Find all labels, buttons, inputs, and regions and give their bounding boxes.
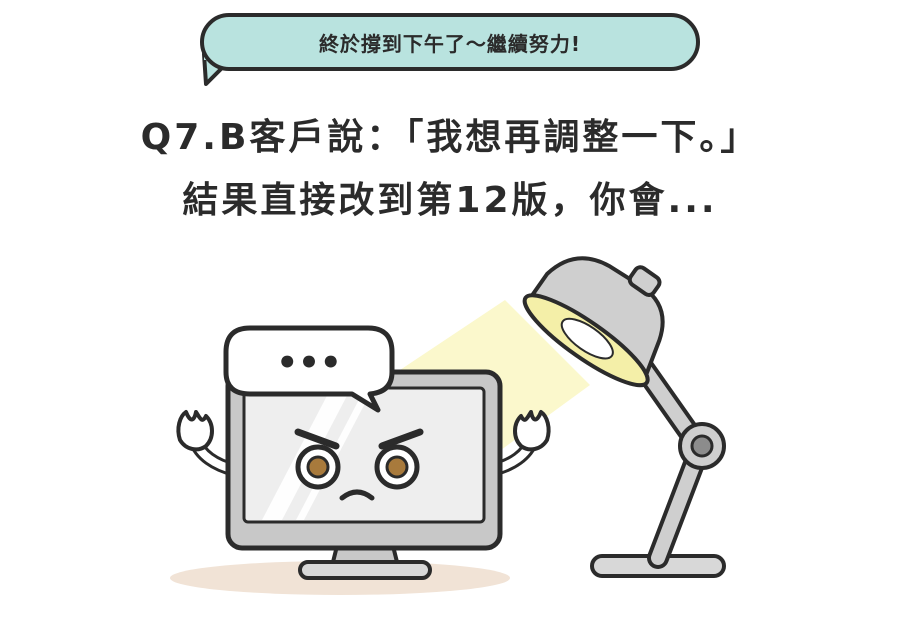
monitor-base (298, 560, 432, 580)
right-eye (374, 444, 420, 490)
lamp-bulb (560, 317, 614, 360)
frown-mouth (339, 489, 375, 501)
left-hand (176, 410, 214, 452)
left-eye (295, 444, 341, 490)
right-hand (513, 410, 551, 452)
header-speech-bubble: 終於撐到下午了～繼續努力! (200, 13, 700, 71)
question-line-2: 結果直接改到第12版，你會... (182, 180, 718, 221)
question-line-1: Q7.B客戶說：「我想再調整一下。」 (140, 117, 760, 158)
desk-lamp-icon (522, 256, 726, 578)
left-eyebrow (294, 428, 340, 450)
thinking-speech-bubble: ••• (223, 325, 395, 413)
right-eyebrow (378, 428, 424, 450)
speech-bubble-dots: ••• (276, 343, 341, 383)
computer-monitor-character-icon (176, 369, 551, 580)
header-bubble-text: 終於撐到下午了～繼續努力! (318, 31, 582, 56)
